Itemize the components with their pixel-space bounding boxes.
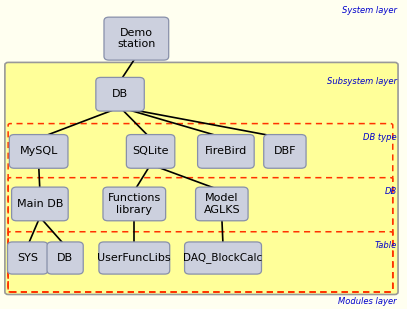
Text: MySQL: MySQL [20, 146, 58, 156]
FancyBboxPatch shape [104, 17, 168, 60]
FancyBboxPatch shape [11, 187, 68, 221]
FancyBboxPatch shape [9, 135, 68, 168]
Text: Main DB: Main DB [17, 199, 63, 209]
Text: Modules layer: Modules layer [338, 297, 397, 306]
Text: Table: Table [374, 241, 397, 250]
Text: SYS: SYS [17, 253, 38, 263]
Text: UserFuncLibs: UserFuncLibs [98, 253, 171, 263]
Text: Model
AGLKS: Model AGLKS [204, 193, 240, 215]
FancyBboxPatch shape [99, 242, 170, 274]
FancyBboxPatch shape [47, 242, 83, 274]
FancyBboxPatch shape [195, 187, 248, 221]
Text: System layer: System layer [342, 6, 397, 15]
Text: DB: DB [57, 253, 73, 263]
FancyBboxPatch shape [126, 135, 175, 168]
FancyBboxPatch shape [8, 242, 48, 274]
Text: FireBird: FireBird [205, 146, 247, 156]
Text: SQLite: SQLite [132, 146, 169, 156]
Text: DB: DB [385, 187, 397, 196]
Text: Demo
station: Demo station [117, 28, 155, 49]
FancyBboxPatch shape [198, 135, 254, 168]
Text: DBF: DBF [274, 146, 296, 156]
Text: DAQ_BlockCalc: DAQ_BlockCalc [184, 252, 263, 264]
Text: Functions
library: Functions library [108, 193, 161, 215]
Text: DB type: DB type [363, 133, 397, 142]
FancyBboxPatch shape [103, 187, 166, 221]
FancyBboxPatch shape [185, 242, 261, 274]
FancyBboxPatch shape [96, 78, 144, 111]
Text: DB: DB [112, 89, 128, 99]
Text: Subsystem layer: Subsystem layer [327, 77, 397, 86]
FancyBboxPatch shape [264, 135, 306, 168]
FancyBboxPatch shape [5, 62, 398, 294]
